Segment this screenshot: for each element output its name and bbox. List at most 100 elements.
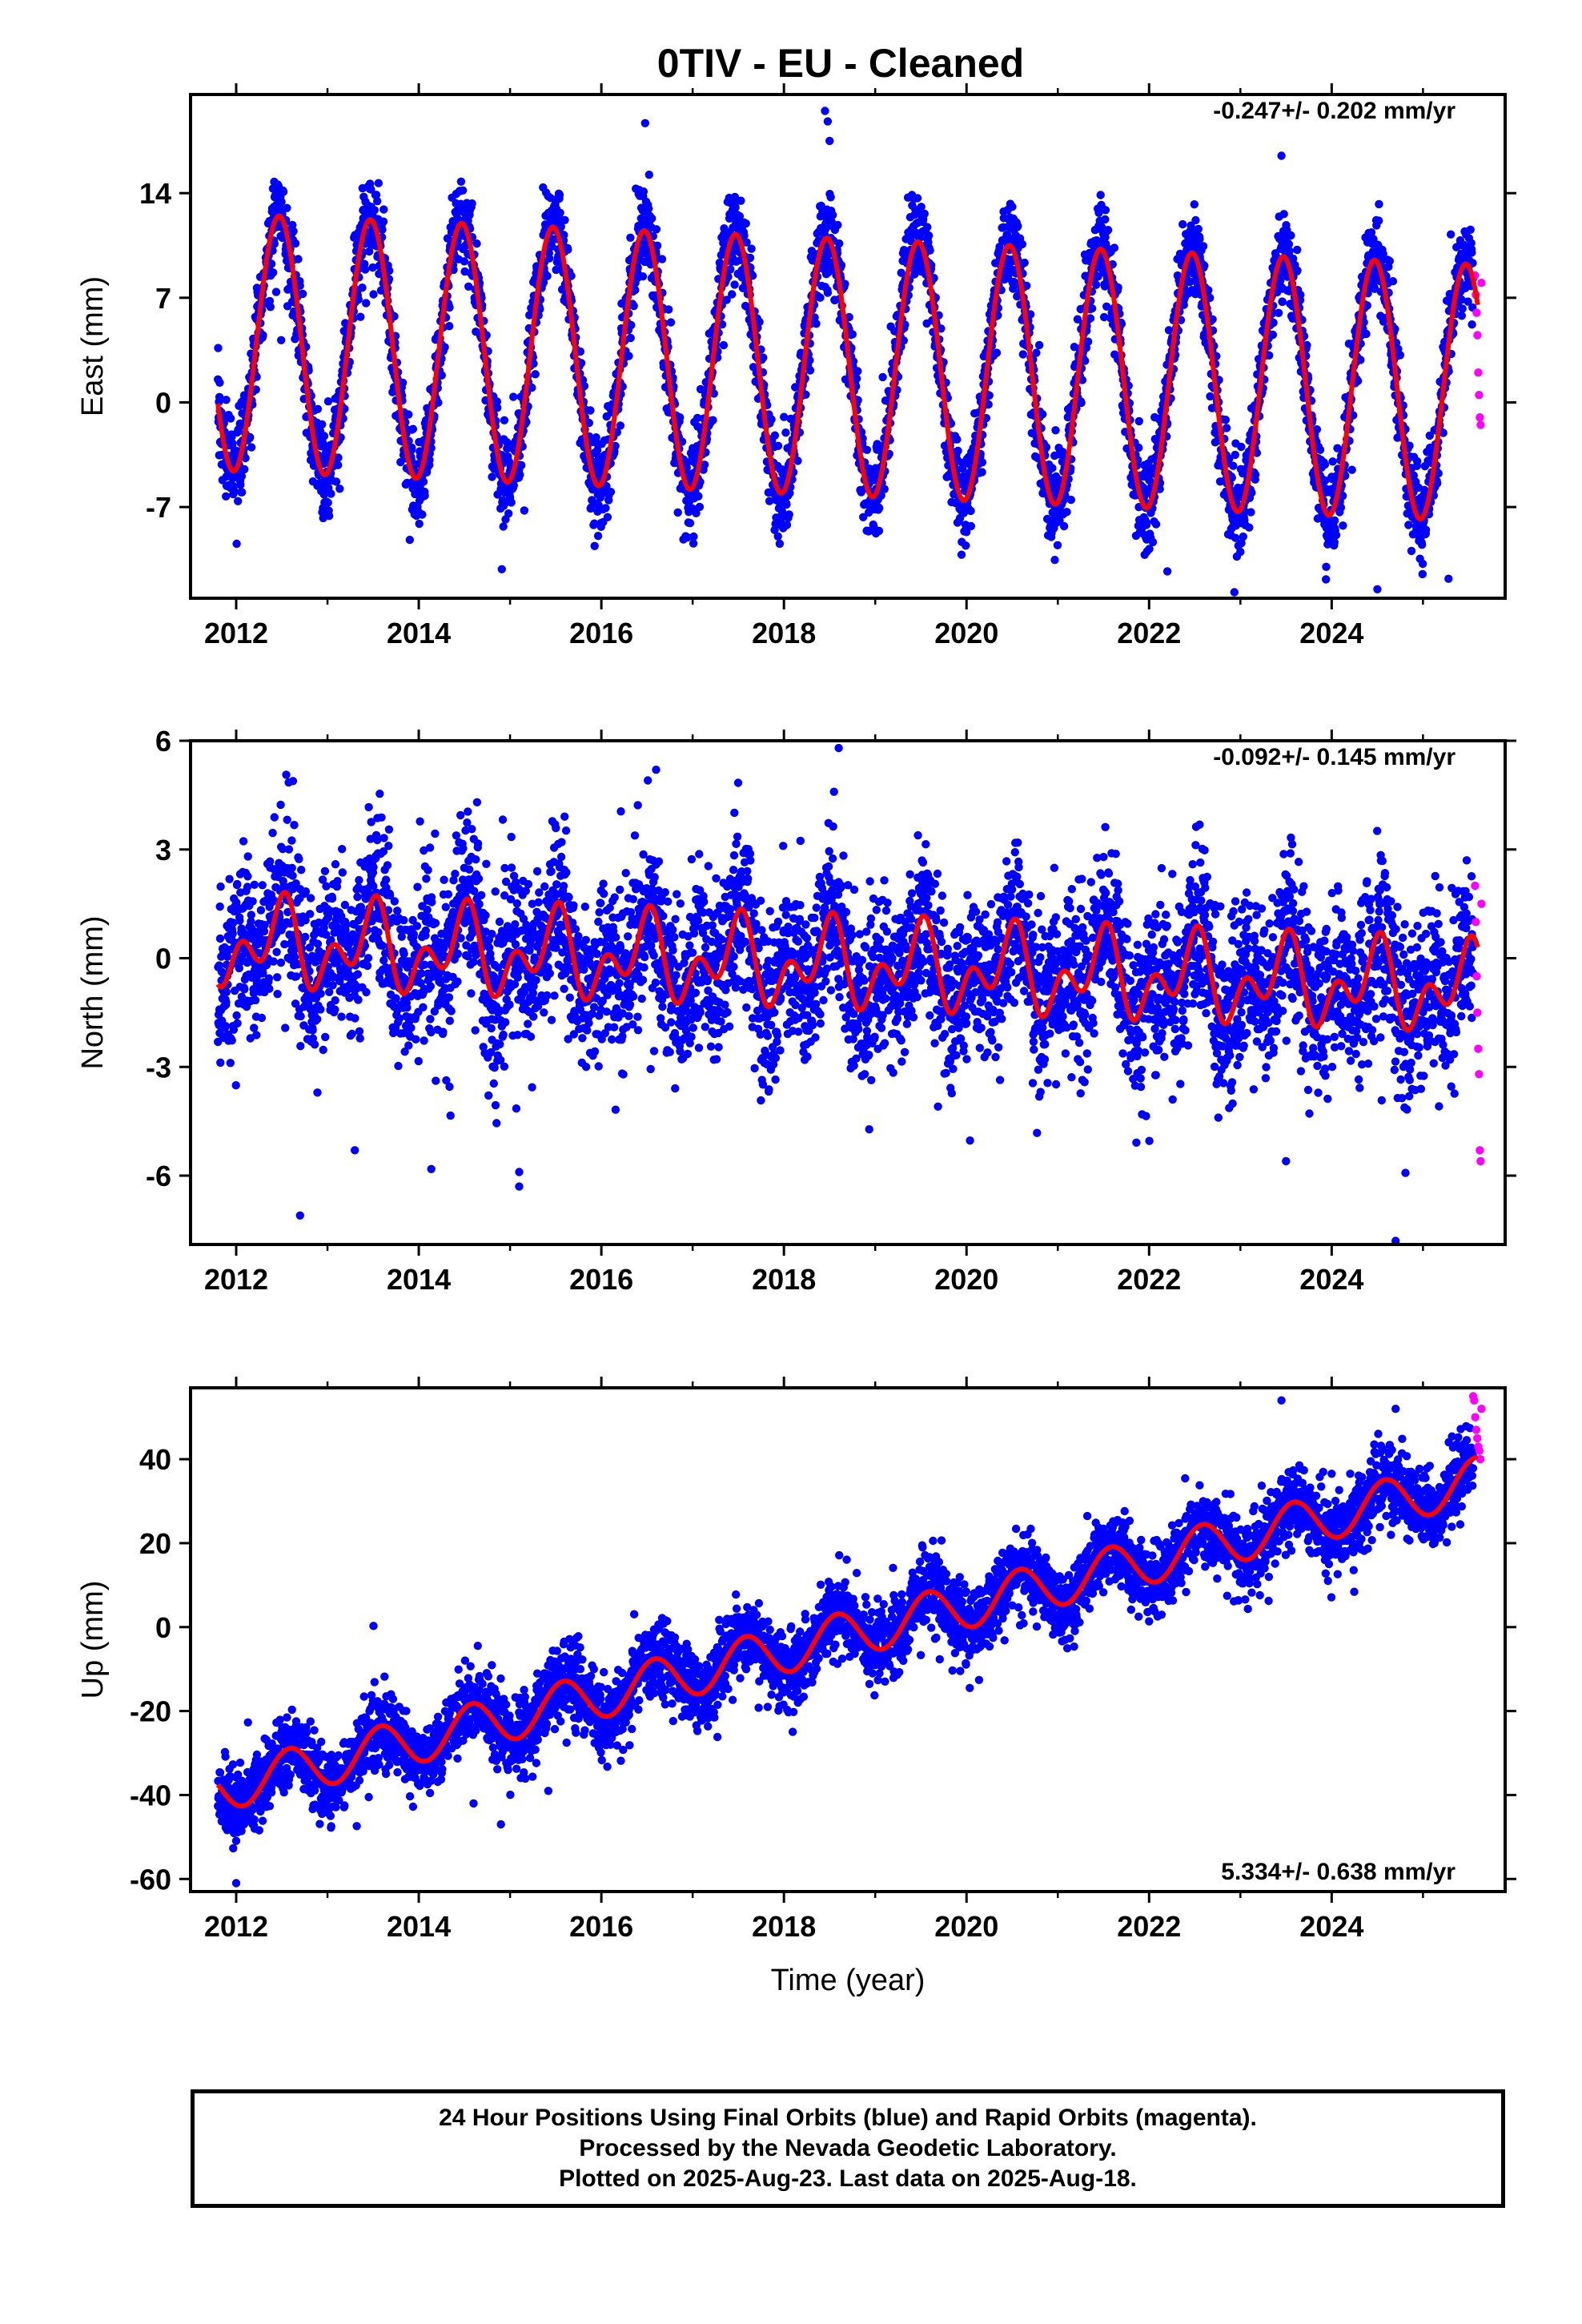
final-point: [1407, 546, 1416, 556]
final-point: [848, 330, 857, 339]
final-point: [1103, 226, 1113, 235]
final-point: [638, 272, 648, 281]
final-point: [737, 196, 745, 205]
final-point: [361, 265, 370, 274]
final-point: [1375, 199, 1383, 209]
final-point: [1134, 416, 1144, 426]
final-point: [516, 470, 524, 480]
final-point: [232, 539, 241, 549]
final-point: [356, 312, 365, 321]
final-point: [1395, 351, 1405, 360]
final-point: [552, 265, 560, 275]
final-point: [509, 392, 518, 401]
final-point: [1336, 503, 1346, 512]
final-point: [271, 287, 281, 296]
final-point: [427, 444, 436, 452]
final-point: [368, 263, 377, 272]
final-point: [405, 535, 414, 545]
final-point: [1293, 266, 1302, 275]
final-point: [1083, 337, 1093, 346]
final-point: [291, 239, 300, 248]
final-point: [978, 468, 986, 476]
final-point: [770, 431, 780, 440]
final-point: [215, 378, 224, 387]
final-point: [1230, 588, 1239, 597]
final-point: [616, 421, 625, 430]
final-point: [1018, 239, 1027, 249]
final-point: [371, 191, 381, 199]
final-point: [1237, 442, 1246, 452]
final-point: [289, 227, 298, 235]
final-point: [1446, 230, 1456, 239]
final-point: [966, 506, 975, 516]
final-point: [334, 453, 343, 462]
final-point: [775, 539, 785, 549]
final-point: [313, 404, 323, 413]
final-point: [833, 220, 842, 230]
final-point: [709, 416, 717, 424]
final-point: [880, 485, 889, 493]
final-point: [241, 453, 250, 463]
final-point: [440, 343, 449, 352]
final-point: [390, 312, 399, 321]
final-point: [626, 333, 635, 343]
final-point: [1194, 224, 1203, 234]
final-point: [222, 492, 231, 501]
final-point: [1276, 276, 1285, 285]
final-point: [419, 477, 428, 486]
final-point: [378, 225, 387, 234]
final-point: [920, 209, 930, 219]
final-point: [408, 424, 418, 433]
final-point: [728, 290, 737, 299]
final-point: [493, 404, 502, 412]
final-point: [1222, 424, 1231, 432]
final-point: [1020, 258, 1029, 267]
final-point: [1101, 206, 1110, 215]
final-point: [509, 481, 518, 490]
final-point: [624, 352, 633, 360]
final-point: [1388, 277, 1398, 286]
final-point: [828, 211, 837, 219]
final-point: [222, 396, 231, 404]
final-point: [747, 244, 756, 253]
final-point: [434, 398, 443, 407]
final-point: [644, 171, 653, 179]
final-point: [564, 245, 572, 254]
final-point: [1110, 243, 1119, 252]
final-point: [298, 289, 307, 299]
final-point: [1014, 222, 1022, 231]
final-point: [1315, 445, 1325, 454]
final-point: [1322, 562, 1331, 571]
final-point: [270, 239, 279, 248]
final-point: [458, 186, 468, 195]
final-point: [816, 293, 825, 302]
final-point: [543, 271, 552, 280]
final-point: [234, 497, 243, 505]
final-point: [852, 374, 861, 383]
final-point: [1331, 530, 1341, 540]
final-point: [354, 295, 363, 304]
final-point: [1101, 215, 1110, 224]
final-point: [741, 219, 750, 228]
final-point: [1362, 329, 1371, 339]
final-point: [1245, 523, 1254, 532]
final-point: [1077, 398, 1086, 408]
final-point: [370, 206, 379, 215]
final-point: [606, 488, 616, 497]
final-point: [1312, 425, 1322, 434]
final-point: [755, 317, 764, 327]
final-point: [492, 397, 502, 406]
final-point: [957, 550, 966, 559]
final-point: [805, 366, 815, 375]
figure-title: 0TIV - EU - Cleaned: [657, 41, 1024, 86]
final-point: [954, 446, 962, 456]
final-point: [1032, 348, 1041, 357]
final-point: [277, 197, 286, 207]
final-point: [408, 443, 416, 452]
final-point: [1458, 304, 1467, 313]
final-point: [826, 193, 835, 202]
final-point: [1339, 521, 1347, 530]
final-point: [603, 513, 612, 521]
final-point: [782, 521, 792, 529]
